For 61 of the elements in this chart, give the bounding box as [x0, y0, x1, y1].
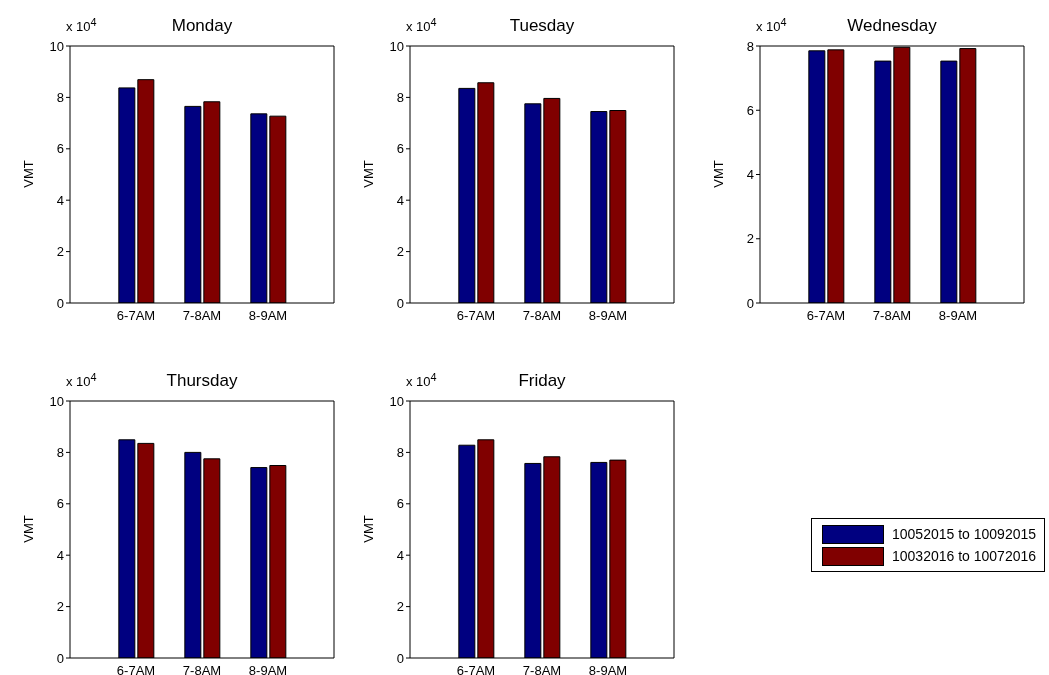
y-tick-label: 6 [396, 141, 404, 157]
y-axis-title: VMT [360, 160, 376, 188]
y-tick-label: 0 [396, 295, 404, 311]
text: x 10$^{4}$ [66, 371, 97, 390]
x-tick-label: 8-9AM [938, 308, 978, 324]
y-axis-title: VMT [20, 160, 36, 188]
y-axis-title: VMT [20, 515, 36, 543]
y-tick-label: 8 [746, 38, 754, 54]
y-tick-label: 10 [49, 393, 64, 409]
y-tick-label: 10 [389, 393, 404, 409]
y-tick-label: 4 [396, 547, 404, 563]
y-tick-label: 6 [396, 496, 404, 512]
x-tick-label: 8-9AM [248, 663, 288, 675]
y-tick-label: 10 [389, 38, 404, 54]
chart-title: Wednesday [847, 16, 937, 35]
x-tick-label: 7-8AM [182, 663, 222, 675]
y-tick-label: 0 [746, 295, 754, 311]
y-tick-label: 2 [56, 244, 64, 260]
y-tick-label: 8 [396, 445, 404, 461]
y-tick-label: 0 [396, 650, 404, 666]
y-tick-label: 4 [396, 192, 404, 208]
y-tick-label: 4 [56, 192, 64, 208]
y-tick-label: 2 [396, 244, 404, 260]
y-tick-label: 8 [396, 90, 404, 106]
y-tick-label: 0 [56, 295, 64, 311]
x-tick-label: 7-8AM [522, 663, 562, 675]
text: x 10$^{4}$ [66, 16, 97, 35]
x-tick-label: 6-7AM [116, 308, 156, 324]
x-tick-label: 8-9AM [588, 663, 628, 675]
y-tick-label: 8 [56, 445, 64, 461]
text: x 10$^{4}$ [756, 16, 787, 35]
y-tick-label: 6 [56, 496, 64, 512]
text: x 10$^{4}$ [406, 16, 437, 35]
y-tick-label: 10 [49, 38, 64, 54]
x-tick-label: 7-8AM [522, 308, 562, 324]
y-tick-label: 6 [746, 102, 754, 118]
x-tick-label: 6-7AM [456, 663, 496, 675]
text: x 10$^{4}$ [406, 371, 437, 390]
x-tick-label: 6-7AM [456, 308, 496, 324]
x-tick-label: 8-9AM [248, 308, 288, 324]
legend-label: 10032016 to 10072016 [892, 548, 1037, 564]
x-tick-label: 6-7AM [806, 308, 846, 324]
x-tick-label: 8-9AM [588, 308, 628, 324]
y-tick-label: 2 [396, 599, 404, 615]
legend-label: 10052015 to 10092015 [892, 526, 1037, 542]
y-tick-label: 8 [56, 90, 64, 106]
y-tick-label: 2 [56, 599, 64, 615]
chart-title: Thursday [166, 371, 238, 390]
x-tick-label: 6-7AM [116, 663, 156, 675]
y-tick-label: 4 [746, 167, 754, 183]
y-axis-title: VMT [710, 160, 726, 188]
x-tick-label: 7-8AM [182, 308, 222, 324]
y-tick-label: 4 [56, 547, 64, 563]
y-tick-label: 2 [746, 231, 754, 247]
x-tick-label: 7-8AM [872, 308, 912, 324]
y-axis-title: VMT [360, 515, 376, 543]
chart-title: Monday [171, 16, 233, 35]
y-tick-label: 0 [56, 650, 64, 666]
chart-title: Friday [518, 371, 566, 390]
chart-title: Tuesday [509, 16, 575, 35]
y-tick-label: 6 [56, 141, 64, 157]
